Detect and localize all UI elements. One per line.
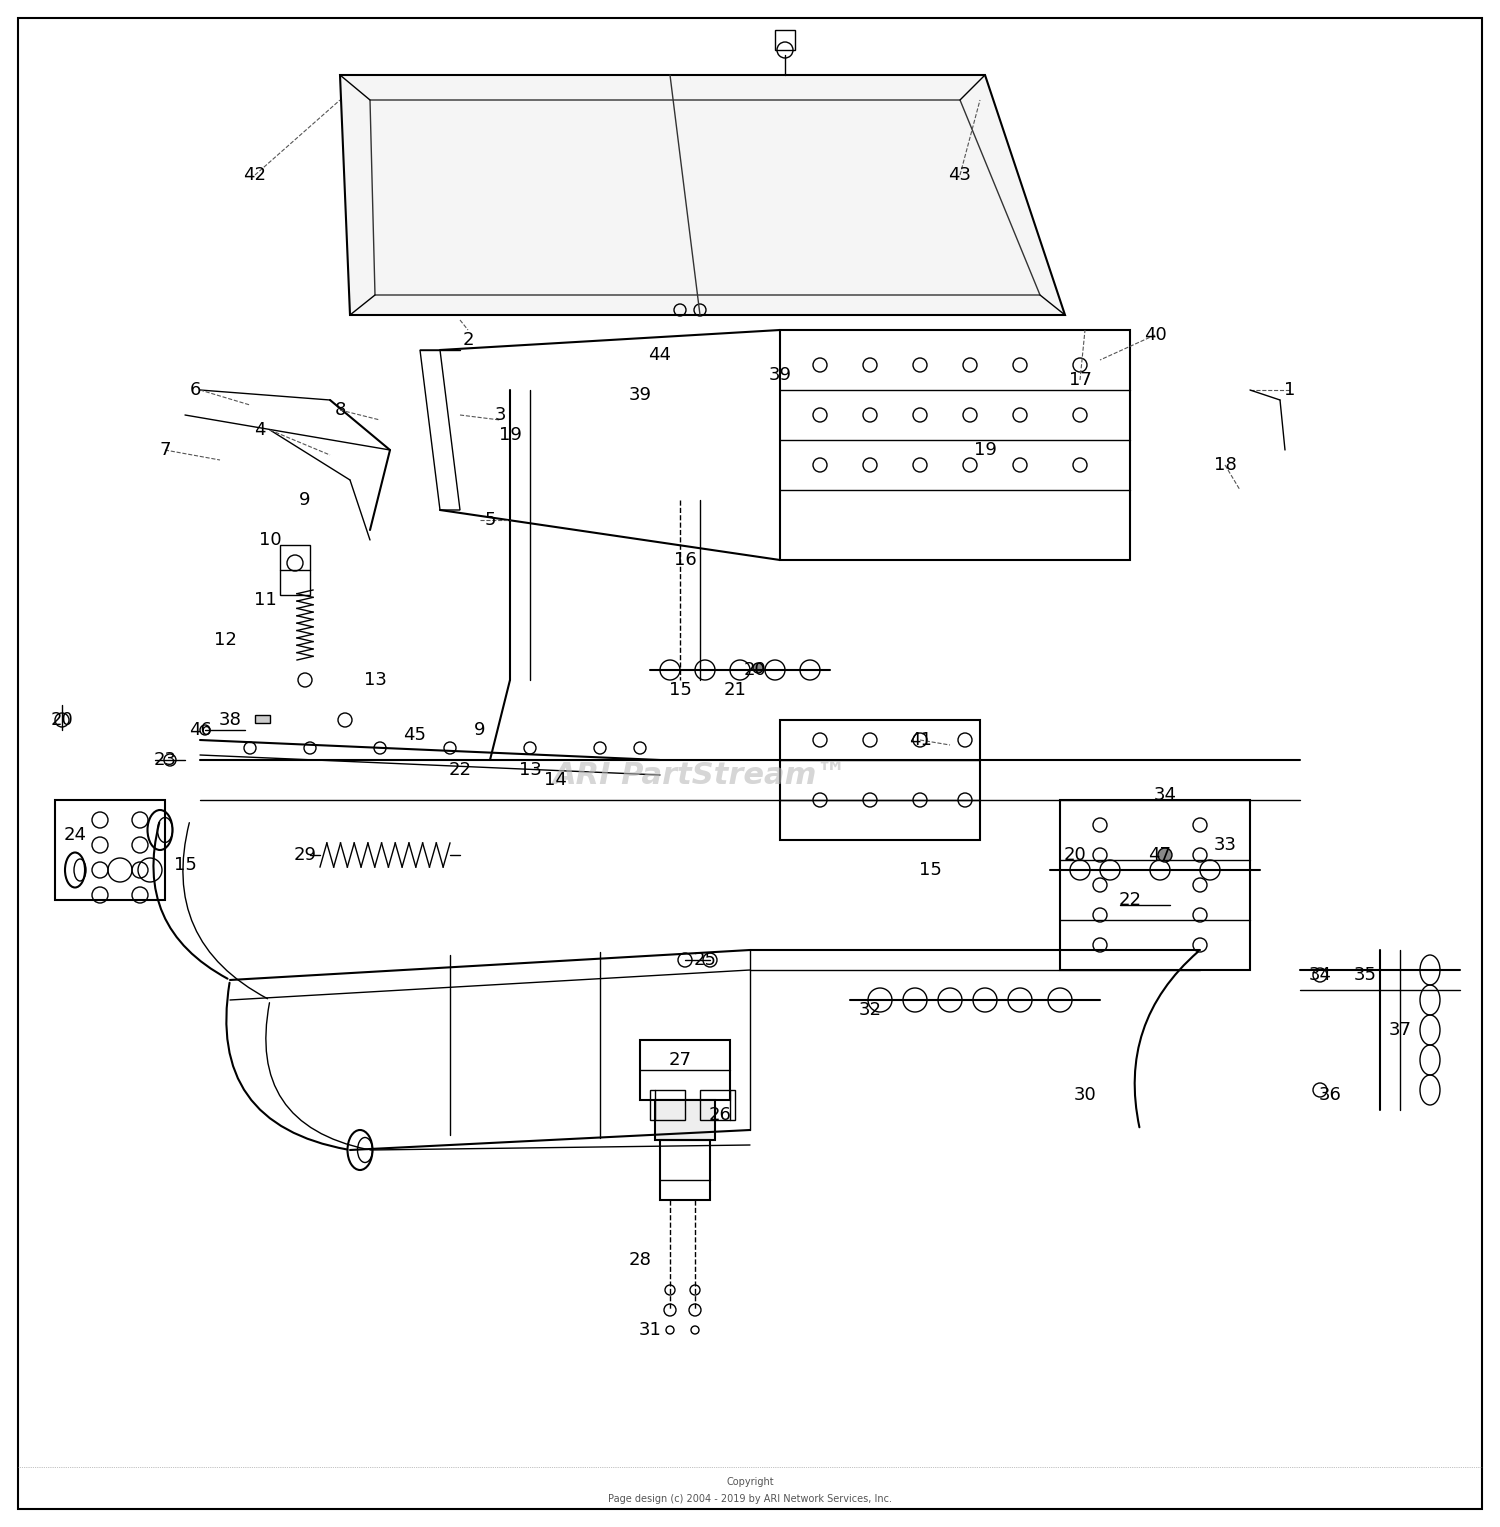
Text: 7: 7 — [159, 441, 171, 460]
Text: 15: 15 — [669, 681, 692, 699]
Text: 30: 30 — [1074, 1086, 1096, 1104]
Text: 24: 24 — [63, 826, 87, 844]
Text: 16: 16 — [674, 551, 696, 570]
Text: 19: 19 — [498, 426, 522, 444]
Text: 20: 20 — [744, 661, 766, 680]
Text: 27: 27 — [669, 1051, 692, 1069]
Text: 26: 26 — [708, 1106, 732, 1124]
Text: 12: 12 — [213, 631, 237, 649]
Text: 44: 44 — [648, 347, 672, 363]
Text: ARI PartStream™: ARI PartStream™ — [552, 760, 848, 789]
Text: Copyright: Copyright — [726, 1477, 774, 1487]
Text: 3: 3 — [495, 406, 506, 425]
Text: Page design (c) 2004 - 2019 by ARI Network Services, Inc.: Page design (c) 2004 - 2019 by ARI Netwo… — [608, 1493, 892, 1504]
Text: 8: 8 — [334, 402, 345, 418]
Text: 46: 46 — [189, 721, 211, 739]
Text: 1: 1 — [1284, 382, 1296, 399]
Text: 17: 17 — [1068, 371, 1092, 389]
Text: 34: 34 — [1308, 967, 1332, 983]
Bar — [660, 1141, 710, 1200]
Text: 41: 41 — [909, 731, 932, 750]
Text: 40: 40 — [1143, 325, 1167, 344]
Text: 14: 14 — [543, 771, 567, 789]
Text: 6: 6 — [189, 382, 201, 399]
Text: 36: 36 — [1318, 1086, 1341, 1104]
Text: 43: 43 — [948, 166, 972, 183]
Text: 4: 4 — [254, 421, 266, 438]
Text: 22: 22 — [448, 760, 471, 779]
Text: 2: 2 — [462, 331, 474, 350]
Text: 20: 20 — [51, 712, 74, 728]
Text: 9: 9 — [298, 492, 310, 508]
Bar — [650, 1090, 686, 1119]
Text: 19: 19 — [974, 441, 996, 460]
Text: 18: 18 — [1214, 457, 1236, 473]
Text: 5: 5 — [484, 512, 495, 528]
Text: 34: 34 — [1154, 786, 1176, 805]
Text: 13: 13 — [519, 760, 542, 779]
Text: 28: 28 — [628, 1251, 651, 1269]
Text: 10: 10 — [258, 531, 282, 550]
Text: 15: 15 — [918, 861, 942, 880]
Text: 21: 21 — [723, 681, 747, 699]
Text: 32: 32 — [858, 1002, 882, 1019]
Text: 45: 45 — [404, 725, 426, 744]
Bar — [640, 1040, 730, 1099]
Text: 22: 22 — [1119, 890, 1142, 909]
Text: 15: 15 — [174, 857, 196, 873]
Text: 31: 31 — [639, 1321, 662, 1339]
Bar — [700, 1090, 735, 1119]
Bar — [776, 31, 795, 50]
Text: 23: 23 — [153, 751, 177, 770]
Bar — [255, 715, 270, 722]
Text: 38: 38 — [219, 712, 242, 728]
Text: 13: 13 — [363, 670, 387, 689]
Text: 25: 25 — [693, 951, 717, 970]
Text: 39: 39 — [628, 386, 651, 405]
Bar — [280, 545, 310, 596]
Circle shape — [753, 663, 764, 673]
Text: 33: 33 — [1214, 835, 1236, 854]
Text: 9: 9 — [474, 721, 486, 739]
Text: 11: 11 — [254, 591, 276, 609]
Text: 37: 37 — [1389, 1022, 1411, 1038]
Polygon shape — [340, 75, 1065, 315]
Circle shape — [1158, 847, 1172, 863]
Text: 29: 29 — [294, 846, 316, 864]
Text: 20: 20 — [1064, 846, 1086, 864]
Text: 35: 35 — [1353, 967, 1377, 983]
Text: 42: 42 — [243, 166, 267, 183]
Bar — [780, 721, 980, 840]
Bar — [656, 1099, 716, 1141]
Text: 39: 39 — [768, 366, 792, 383]
Text: 47: 47 — [1149, 846, 1172, 864]
